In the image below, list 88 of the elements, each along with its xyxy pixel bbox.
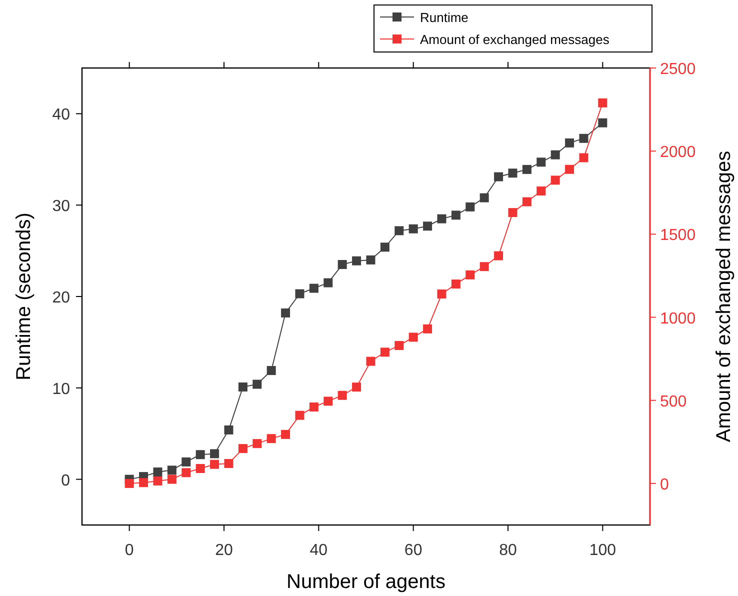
- point: [352, 382, 362, 392]
- point: [352, 256, 362, 266]
- point: [196, 450, 205, 460]
- point: [508, 168, 518, 178]
- point: [494, 251, 504, 260]
- point: [238, 444, 248, 454]
- x-tick-label: 40: [310, 542, 328, 559]
- y-axis-title: Runtime (seconds): [13, 212, 35, 380]
- point: [338, 260, 347, 270]
- point: [139, 478, 148, 488]
- point: [565, 138, 574, 148]
- point: [338, 390, 347, 400]
- x-tick-label: 20: [215, 542, 233, 559]
- y-tick-label: 30: [52, 198, 70, 216]
- point: [210, 460, 220, 469]
- point: [281, 430, 290, 439]
- x-tick-label: 100: [589, 542, 616, 559]
- point: [182, 468, 191, 478]
- point: [423, 324, 432, 334]
- point: [394, 341, 404, 350]
- point: [451, 210, 460, 220]
- point: [380, 348, 390, 357]
- point: [324, 278, 333, 288]
- point: [309, 284, 318, 293]
- point: [295, 289, 304, 298]
- point: [224, 425, 234, 434]
- y2-axis-title: Amount of exchanged messages: [713, 150, 735, 442]
- point: [167, 474, 176, 484]
- y2-tick-label: 2000: [660, 144, 696, 162]
- point: [522, 164, 532, 174]
- y2-tick-label: 500: [660, 393, 687, 410]
- point: [579, 153, 588, 162]
- point: [565, 164, 574, 174]
- point: [295, 410, 304, 420]
- point: [309, 402, 318, 412]
- point: [579, 134, 588, 143]
- point: [508, 208, 518, 218]
- point: [182, 457, 191, 466]
- y-tick-label: 10: [52, 380, 70, 398]
- point: [366, 356, 376, 366]
- point: [598, 98, 608, 108]
- legend-label: Amount of exchanged messages: [420, 32, 610, 47]
- point: [366, 255, 376, 264]
- point: [522, 197, 532, 206]
- point: [480, 193, 489, 202]
- point: [124, 478, 134, 488]
- y2-tick-label: 0: [660, 476, 669, 494]
- y-tick-label: 20: [52, 290, 70, 306]
- point: [380, 242, 390, 252]
- point: [598, 118, 608, 128]
- point: [536, 186, 546, 196]
- point: [466, 270, 475, 280]
- point: [451, 280, 460, 289]
- point: [394, 226, 404, 236]
- point: [153, 476, 162, 486]
- point: [210, 449, 220, 458]
- point: [266, 366, 276, 376]
- point: [466, 202, 475, 212]
- point: [281, 308, 290, 318]
- y2-tick-label: 2500: [660, 61, 696, 78]
- point: [423, 222, 432, 231]
- point: [196, 464, 205, 473]
- point: [324, 396, 333, 406]
- point: [408, 332, 418, 342]
- point: [437, 214, 446, 224]
- y-tick-label: 0: [61, 472, 70, 490]
- x-tick-label: 0: [124, 542, 134, 559]
- point: [437, 290, 446, 299]
- point: [550, 150, 560, 160]
- point: [238, 382, 248, 392]
- point: [252, 439, 262, 448]
- y2-tick-label: 1500: [660, 227, 696, 244]
- point: [224, 459, 234, 468]
- point: [480, 262, 489, 272]
- point: [153, 467, 162, 476]
- point: [550, 176, 560, 185]
- point: [266, 434, 276, 444]
- x-tick-label: 80: [499, 542, 517, 559]
- y-tick-label: 40: [52, 106, 70, 124]
- point: [167, 466, 176, 475]
- y2-tick-label: 1000: [660, 310, 696, 328]
- point: [536, 158, 546, 167]
- x-axis-title: Number of agents: [286, 571, 446, 593]
- x-tick-label: 60: [404, 542, 422, 559]
- point: [252, 380, 262, 389]
- point: [494, 172, 504, 182]
- point: [408, 224, 418, 234]
- legend-label: Runtime: [420, 10, 468, 25]
